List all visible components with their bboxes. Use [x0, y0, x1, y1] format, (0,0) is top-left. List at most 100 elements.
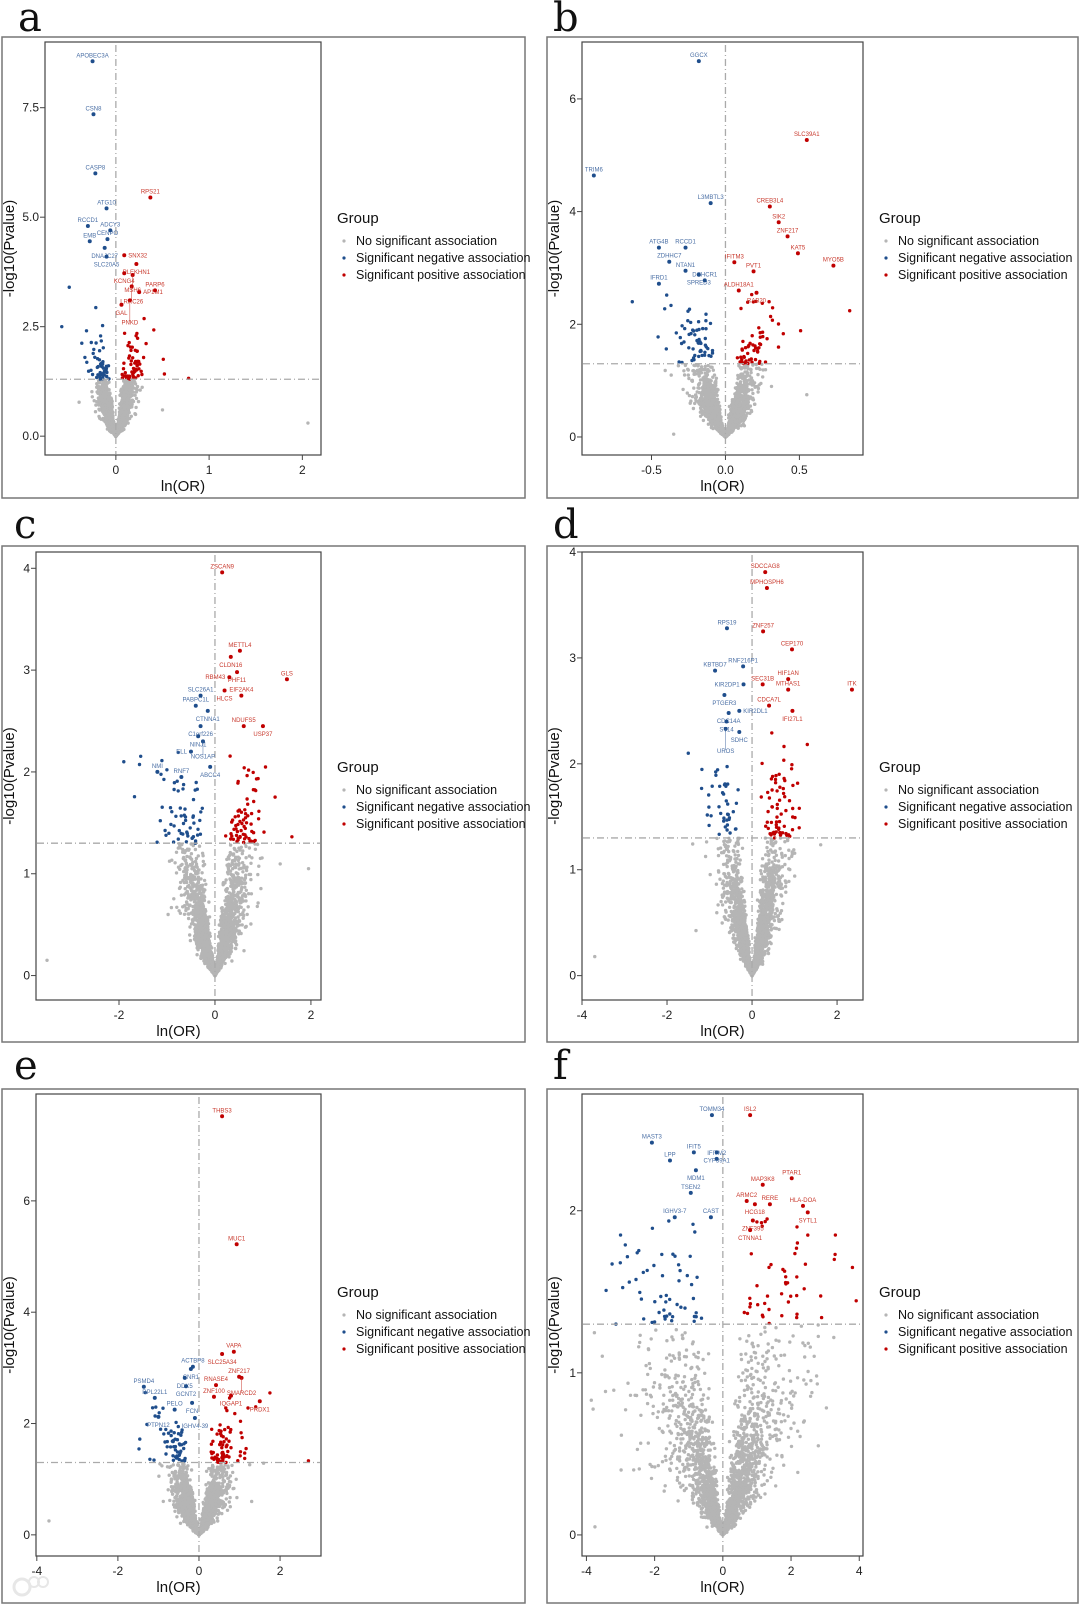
background-point [695, 368, 700, 372]
background-point [126, 374, 130, 378]
background-point [693, 401, 697, 406]
labeled-point [108, 228, 113, 233]
gene-label: KCNG4 [114, 279, 135, 285]
background-point [696, 372, 700, 376]
background-point [102, 369, 107, 374]
background-point [703, 413, 708, 417]
background-point [748, 404, 753, 408]
background-point [741, 385, 746, 389]
panel-letter: b [553, 0, 579, 41]
background-point [128, 345, 133, 349]
background-point [737, 408, 741, 412]
background-point [742, 364, 746, 369]
outlier-point [60, 324, 64, 329]
background-point [135, 331, 139, 336]
background-point [129, 362, 133, 367]
background-point [714, 376, 719, 380]
background-point [704, 388, 708, 392]
gene-label: ADCY3 [100, 222, 121, 228]
background-point [95, 357, 100, 361]
background-point [112, 428, 116, 432]
background-point [745, 411, 750, 415]
background-point [741, 401, 745, 405]
background-point [102, 410, 106, 414]
background-point [101, 346, 106, 350]
background-point [692, 372, 696, 376]
background-point [104, 417, 109, 421]
background-point [92, 347, 96, 352]
background-point [707, 369, 711, 373]
labeled-point [93, 171, 98, 176]
background-point [133, 412, 137, 416]
background-point [713, 380, 717, 385]
background-point [122, 331, 127, 335]
background-point [162, 372, 167, 376]
background-point [134, 396, 139, 401]
background-point [736, 376, 740, 381]
gene-label: PARP6 [145, 282, 165, 288]
background-point [101, 393, 105, 398]
background-point [111, 420, 115, 424]
background-point [94, 403, 98, 407]
background-point [663, 368, 667, 373]
background-point [135, 360, 139, 364]
background-point [133, 393, 137, 397]
background-point [117, 417, 121, 421]
background-point [682, 373, 687, 377]
background-point [749, 376, 754, 380]
background-point [92, 399, 96, 403]
background-point [100, 323, 105, 328]
background-point [142, 316, 146, 321]
background-point [94, 341, 98, 345]
background-point [669, 373, 673, 377]
background-point [711, 368, 715, 372]
background-point [122, 410, 126, 414]
background-point [134, 390, 138, 394]
background-point [736, 424, 741, 428]
background-point [761, 375, 765, 379]
legend-marker [342, 273, 346, 277]
background-point [751, 391, 755, 396]
background-point [102, 390, 107, 394]
panel-a: aAPOBEC3ACSN8CASP8ATG10RCCD1ADCY3CENPOEM… [1, 0, 530, 499]
background-point [129, 414, 133, 418]
background-point [759, 381, 763, 386]
background-point [123, 371, 128, 375]
background-point [126, 421, 130, 425]
background-point [121, 423, 126, 427]
labeled-point [85, 223, 90, 228]
gene-label: PNKD [122, 320, 139, 326]
background-point [133, 369, 137, 373]
background-point [761, 368, 765, 372]
background-point [94, 305, 98, 310]
background-point [121, 403, 126, 408]
gene-label: GAL [115, 311, 128, 317]
background-point [77, 400, 81, 404]
background-point [134, 405, 138, 410]
background-point [131, 366, 136, 371]
background-point [140, 372, 144, 377]
background-point [686, 373, 690, 377]
background-point [676, 364, 681, 368]
background-point [749, 370, 753, 375]
background-point [756, 372, 760, 377]
background-point [131, 356, 135, 360]
background-point [744, 395, 748, 399]
background-point [85, 360, 89, 364]
background-point [690, 394, 695, 399]
background-point [102, 381, 106, 385]
background-point [705, 392, 709, 396]
background-point [90, 390, 94, 394]
y-tick-label: 7.5 [22, 101, 39, 115]
background-point [135, 336, 140, 340]
background-point [129, 359, 133, 363]
background-point [689, 399, 693, 403]
background-point [711, 426, 715, 431]
background-point [98, 373, 102, 377]
labeled-point [104, 254, 109, 259]
background-point [681, 387, 685, 392]
background-point [95, 365, 100, 370]
gene-label: CASP8 [86, 165, 106, 171]
